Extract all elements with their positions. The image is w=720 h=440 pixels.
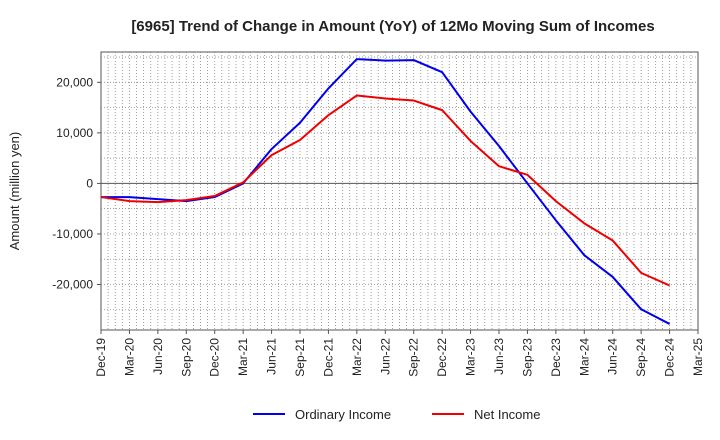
x-tick-label: Dec-22 bbox=[435, 338, 449, 377]
x-axis: Dec-19 Mar-20 Jun-20 Sep-20 Dec-20 Mar-21 Jun-… bbox=[94, 330, 705, 377]
y-tick-label: 0 bbox=[86, 176, 93, 190]
x-tick-label: Sep-20 bbox=[179, 338, 193, 377]
y-tick-label: 20,000 bbox=[56, 75, 93, 89]
y-tick-label: -10,000 bbox=[52, 227, 93, 241]
x-tick-label: Dec-20 bbox=[208, 338, 222, 377]
x-tick-label: Dec-19 bbox=[94, 338, 108, 377]
x-tick-label: Mar-25 bbox=[691, 338, 705, 376]
y-tick-label: -20,000 bbox=[52, 278, 93, 292]
x-tick-label: Dec-21 bbox=[321, 338, 335, 377]
x-tick-label: Jun-21 bbox=[265, 338, 279, 375]
x-tick-label: Jun-23 bbox=[492, 338, 506, 375]
series-line-net-income bbox=[100, 94, 670, 287]
grid bbox=[101, 52, 698, 330]
y-tick-label: 10,000 bbox=[56, 126, 93, 140]
series-layer bbox=[100, 58, 671, 325]
legend-label-net-income: Net Income bbox=[474, 407, 540, 422]
chart-title: [6965] Trend of Change in Amount (YoY) o… bbox=[131, 18, 654, 35]
x-tick-label: Sep-21 bbox=[293, 338, 307, 377]
x-tick-label: Jun-20 bbox=[151, 338, 165, 375]
x-tick-label: Sep-23 bbox=[520, 338, 534, 377]
x-tick-label: Dec-24 bbox=[663, 338, 677, 377]
x-tick-label: Mar-21 bbox=[236, 338, 250, 376]
x-tick-label: Mar-20 bbox=[122, 338, 136, 376]
legend-label-ordinary-income: Ordinary Income bbox=[295, 407, 391, 422]
x-tick-label: Jun-22 bbox=[378, 338, 392, 375]
y-axis-label: Amount (million yen) bbox=[7, 132, 22, 251]
x-tick-label: Mar-24 bbox=[577, 338, 591, 376]
x-tick-label: Jun-24 bbox=[606, 338, 620, 375]
y-axis: -20,000 -10,000 0 10,000 20,000 bbox=[52, 75, 101, 292]
x-tick-label: Sep-24 bbox=[634, 338, 648, 377]
x-tick-label: Sep-22 bbox=[407, 338, 421, 377]
x-tick-label: Dec-23 bbox=[549, 338, 563, 377]
legend: Ordinary Income Net Income bbox=[253, 407, 540, 422]
x-tick-label: Mar-22 bbox=[350, 338, 364, 376]
x-tick-label: Mar-23 bbox=[464, 338, 478, 376]
series-line-ordinary-income bbox=[101, 58, 671, 325]
